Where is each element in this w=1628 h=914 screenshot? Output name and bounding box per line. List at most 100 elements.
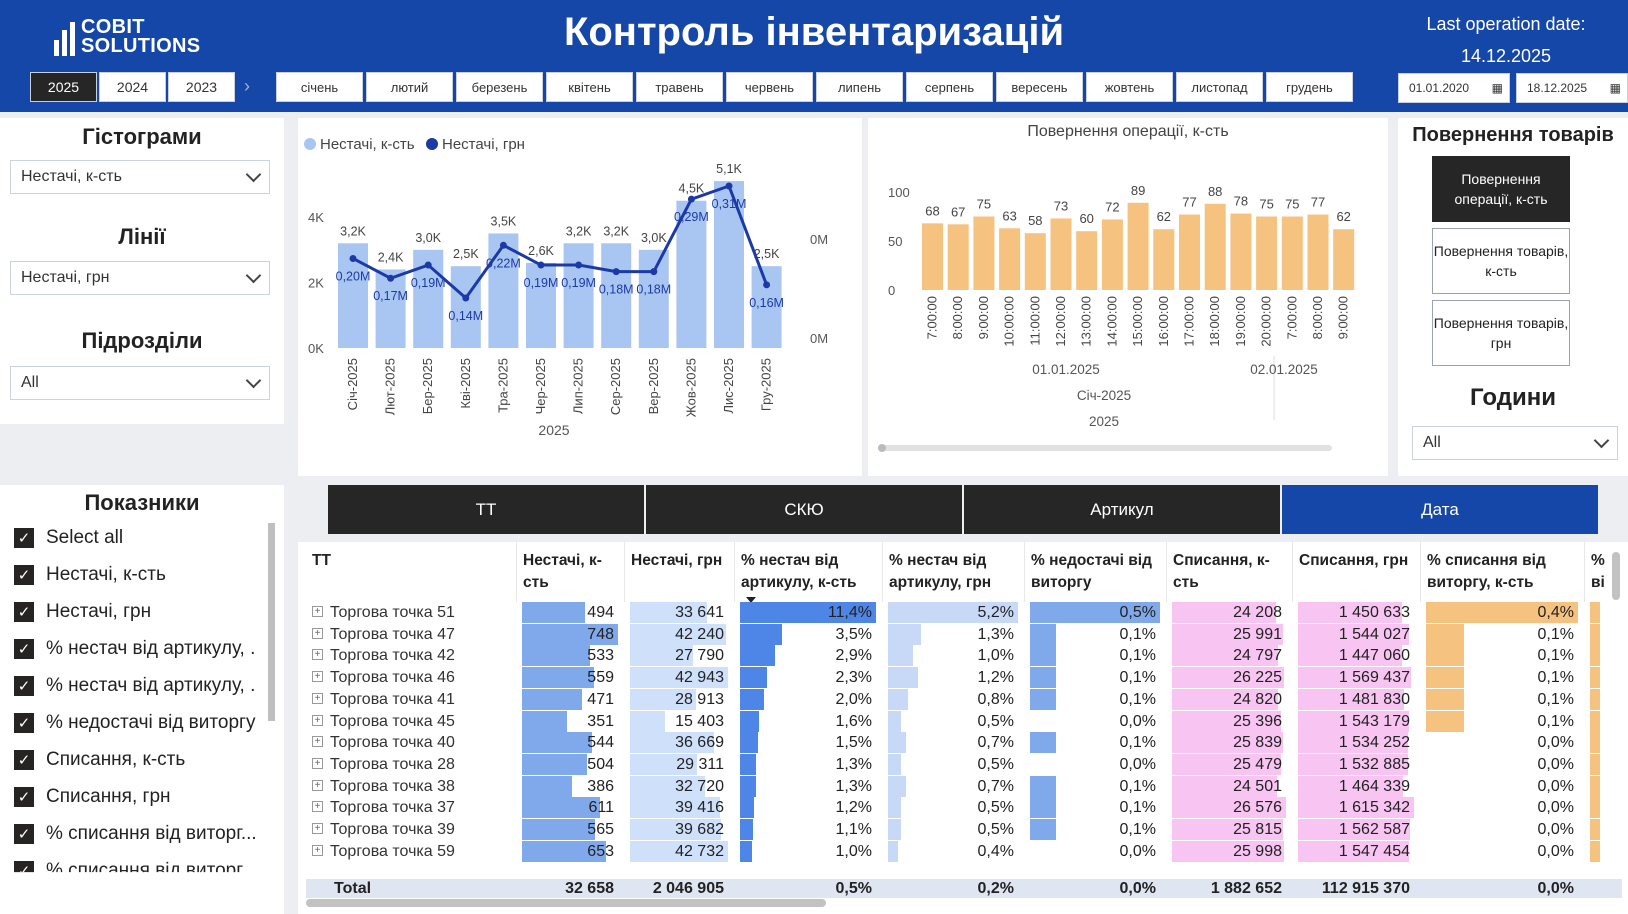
month-button-5[interactable]: травень: [636, 72, 723, 102]
lines-dropdown[interactable]: Нестачі, грн: [10, 261, 270, 295]
line-point-9: [687, 195, 695, 203]
sort-desc-icon[interactable]: [746, 597, 756, 603]
table-row[interactable]: + Торгова точка 42 533 27 790 2,9% 1,0% 0,1% 24…: [306, 645, 1622, 667]
expand-icon[interactable]: +: [312, 801, 323, 813]
cell-value: 1 543 179: [1338, 712, 1410, 730]
checkbox-checked-icon[interactable]: ✓: [14, 824, 34, 844]
scrollbar[interactable]: [268, 523, 275, 721]
tab-4[interactable]: Дата: [1282, 485, 1598, 534]
month-button-1[interactable]: січень: [276, 72, 363, 102]
column-header-0[interactable]: ТТ: [312, 552, 331, 569]
month-button-3[interactable]: березень: [456, 72, 543, 102]
row-label: Торгова точка 37: [330, 799, 455, 817]
expand-icon[interactable]: +: [312, 671, 323, 683]
units-dropdown[interactable]: All: [10, 366, 270, 400]
date-to-field[interactable]: 18.12.2025 ▦: [1516, 73, 1628, 103]
cell-value: 1,3%: [977, 625, 1014, 643]
line-data-label: 0,17M: [373, 289, 408, 303]
expand-icon[interactable]: +: [312, 757, 323, 769]
column-header-3[interactable]: % нестач від артикулу, к-сть: [734, 542, 882, 602]
column-header-4[interactable]: % нестач від артикулу, грн: [882, 542, 1024, 602]
checkbox-checked-icon[interactable]: ✓: [14, 787, 34, 807]
table-row[interactable]: + Торгова точка 41 471 28 913 2,0% 0,8% 0,1% 24…: [306, 688, 1622, 710]
table-row[interactable]: + Торгова точка 46 559 42 943 2,3% 1,2% 0,1% 26…: [306, 667, 1622, 689]
horizontal-scrollbar[interactable]: [306, 899, 826, 907]
month-button-2[interactable]: лютий: [366, 72, 453, 102]
cell-value: 1,2%: [977, 669, 1014, 687]
checkbox-checked-icon[interactable]: ✓: [14, 639, 34, 659]
calendar-icon[interactable]: ▦: [1491, 81, 1503, 95]
chevron-down-icon: [245, 166, 262, 182]
indicator-item[interactable]: ✓ Нестачі, к-сть: [14, 564, 166, 586]
hours-dropdown[interactable]: All: [1412, 426, 1618, 460]
year-button-2024[interactable]: 2024: [99, 72, 166, 102]
expand-icon[interactable]: +: [312, 714, 323, 726]
date-from-field[interactable]: 01.01.2020 ▦: [1398, 73, 1510, 103]
indicator-item[interactable]: ✓ % списання від виторг...: [14, 823, 257, 845]
expand-icon[interactable]: +: [312, 627, 323, 639]
column-header-1[interactable]: Нестачі, к-сть: [516, 542, 624, 602]
indicator-item[interactable]: ✓ % нестач від артикулу, .: [14, 638, 255, 660]
month-button-7[interactable]: липень: [816, 72, 903, 102]
column-header-6[interactable]: Списання, к-сть: [1166, 542, 1292, 602]
table-row[interactable]: + Торгова точка 38 386 32 720 1,3% 0,7% 0,1% 24…: [306, 775, 1622, 797]
table-row[interactable]: + Торгова точка 39 565 39 682 1,1% 0,5% 0,1% 25…: [306, 819, 1622, 840]
expand-icon[interactable]: +: [312, 736, 323, 748]
month-button-9[interactable]: вересень: [996, 72, 1083, 102]
year-button-2023[interactable]: 2023: [168, 72, 235, 102]
bar-data-label: 3,0K: [415, 231, 441, 245]
column-header-2[interactable]: Нестачі, грн: [624, 542, 734, 602]
returns-button-1[interactable]: Повернення операції, к-сть: [1432, 156, 1570, 222]
checkbox-checked-icon[interactable]: ✓: [14, 861, 34, 873]
indicator-item[interactable]: ✓ Select all: [14, 527, 123, 549]
expand-icon[interactable]: +: [312, 823, 323, 834]
expand-icon[interactable]: +: [312, 779, 323, 791]
table-row[interactable]: + Торгова точка 59 653 42 732 1,0% 0,4% 0,0% 25…: [306, 840, 1622, 862]
year-button-2025[interactable]: 2025: [30, 72, 97, 102]
returns-button-2[interactable]: Повернення товарів, к-сть: [1432, 228, 1570, 294]
expand-icon[interactable]: +: [312, 649, 323, 661]
tab-1[interactable]: ТТ: [328, 485, 644, 534]
month-button-6[interactable]: червень: [726, 72, 813, 102]
checkbox-checked-icon[interactable]: ✓: [14, 565, 34, 585]
table-row[interactable]: + Торгова точка 28 504 29 311 1,3% 0,5% 0,0% 25…: [306, 753, 1622, 775]
table-row[interactable]: + Торгова точка 51 494 33 641 11,4% 5,2% 0,5% 2…: [306, 602, 1622, 623]
checkbox-checked-icon[interactable]: ✓: [14, 713, 34, 733]
checkbox-checked-icon[interactable]: ✓: [14, 676, 34, 696]
vertical-scrollbar[interactable]: [1612, 552, 1620, 600]
indicator-item[interactable]: ✓ Нестачі, грн: [14, 601, 151, 623]
expand-icon[interactable]: +: [312, 692, 323, 704]
month-button-4[interactable]: квітень: [546, 72, 633, 102]
tab-3[interactable]: Артикул: [964, 485, 1280, 534]
column-header-8[interactable]: % списання від виторгу, к-сть: [1420, 542, 1584, 602]
column-header-5[interactable]: % недостачі від виторгу: [1024, 542, 1166, 602]
expand-icon[interactable]: +: [312, 606, 323, 617]
indicator-item[interactable]: ✓ % недостачі від виторгу: [14, 712, 255, 734]
calendar-icon[interactable]: ▦: [1609, 81, 1621, 95]
column-header-9[interactable]: % ві: [1584, 542, 1622, 602]
units-title: Підрозділи: [81, 328, 203, 353]
table-row[interactable]: + Торгова точка 40 544 36 669 1,5% 0,7% 0,1% 25…: [306, 732, 1622, 754]
indicator-item[interactable]: ✓ Списання, к-сть: [14, 749, 185, 771]
month-button-10[interactable]: жовтень: [1086, 72, 1173, 102]
indicator-item[interactable]: ✓ % списання від виторг...: [14, 860, 257, 873]
indicator-item[interactable]: ✓ Списання, грн: [14, 786, 171, 808]
indicator-label: % нестач від артикулу, .: [46, 675, 256, 696]
checkbox-checked-icon[interactable]: ✓: [14, 528, 34, 548]
chevron-right-icon[interactable]: ›: [244, 76, 250, 96]
month-button-12[interactable]: грудень: [1266, 72, 1353, 102]
expand-icon[interactable]: +: [312, 844, 323, 856]
tab-2[interactable]: СКЮ: [646, 485, 962, 534]
histograms-dropdown[interactable]: Нестачі, к-сть: [10, 160, 270, 194]
indicator-item[interactable]: ✓ % нестач від артикулу, .: [14, 675, 255, 697]
table-row[interactable]: + Торгова точка 37 611 39 416 1,2% 0,5% 0,1% 26…: [306, 797, 1622, 819]
data-bar: [1030, 819, 1056, 840]
table-row[interactable]: + Торгова точка 45 351 15 403 1,6% 0,5% 0,0% 25…: [306, 710, 1622, 732]
checkbox-checked-icon[interactable]: ✓: [14, 602, 34, 622]
month-button-11[interactable]: листопад: [1176, 72, 1263, 102]
returns-button-3[interactable]: Повернення товарів, грн: [1432, 300, 1570, 366]
table-row[interactable]: + Торгова точка 47 748 42 240 3,5% 1,3% 0,1% 25…: [306, 623, 1622, 645]
month-button-8[interactable]: серпень: [906, 72, 993, 102]
checkbox-checked-icon[interactable]: ✓: [14, 750, 34, 770]
column-header-7[interactable]: Списання, грн: [1292, 542, 1420, 602]
